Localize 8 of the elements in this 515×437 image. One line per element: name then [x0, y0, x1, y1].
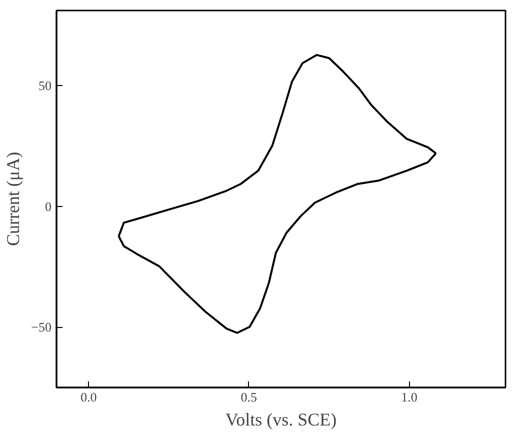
x-tick-label: 1.0: [401, 390, 418, 404]
x-axis-title: Volts (vs. SCE): [225, 410, 337, 430]
y-tick-label: 0: [45, 198, 52, 214]
y-tick-label: −50: [31, 320, 52, 335]
y-axis-title: Current (μA): [3, 152, 24, 246]
x-tick-label: 0.5: [240, 390, 258, 404]
y-tick-label: 50: [38, 78, 52, 93]
x-tick-label: 0.0: [80, 390, 97, 404]
